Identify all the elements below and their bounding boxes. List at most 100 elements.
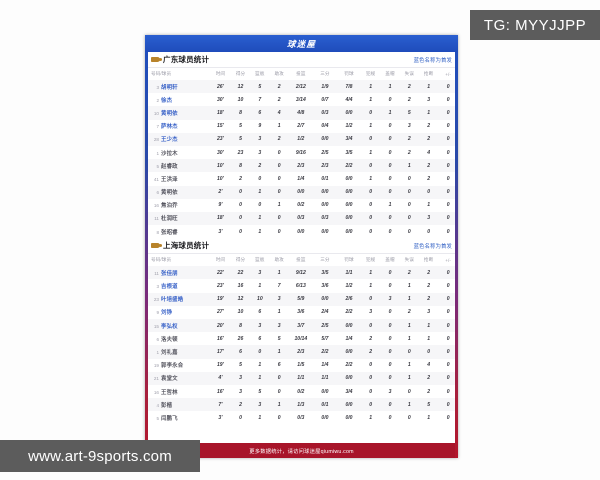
player-cell[interactable]: 19 郭李永合 (145, 359, 210, 372)
table-row[interactable]: 15 李弘权 20' 8 3 3 3/7 2/5 0/0 0 0 1 1 0 (145, 319, 458, 333)
column-header[interactable]: 三分 (312, 254, 337, 267)
column-header[interactable]: 时间 (209, 68, 231, 80)
player-cell[interactable]: 10 黄明依 (145, 106, 210, 119)
column-header[interactable]: 得分 (230, 254, 251, 267)
column-header[interactable]: 篮板 (250, 254, 270, 267)
player-cell[interactable]: 5 赵睿政 (145, 159, 210, 172)
player-name[interactable]: 张佳朋 (161, 270, 178, 277)
player-name[interactable]: 彭楷 (161, 402, 173, 409)
column-header[interactable]: 犯规 (361, 68, 381, 80)
table-row[interactable]: 5 赵睿政 10' 8 2 0 2/3 2/3 2/2 0 0 1 2 0 (145, 159, 458, 173)
player-cell[interactable]: 21 袁堂文 (145, 372, 210, 385)
table-row[interactable]: 23 叶培盛皓 19' 12 10 3 5/9 0/0 2/6 0 3 1 2 0 (145, 292, 458, 306)
player-name[interactable]: 焦泊乔 (161, 203, 178, 210)
column-header[interactable]: 助攻 (269, 254, 289, 267)
column-header[interactable]: 篮板 (250, 68, 270, 80)
table-row[interactable]: 28 王少杰 23' 5 3 2 1/2 0/0 3/4 0 0 2 2 0 (145, 132, 458, 146)
column-header[interactable]: 号码/球员 (145, 68, 210, 80)
column-header[interactable]: 助攻 (269, 68, 289, 80)
table-row[interactable]: 16 王哲林 16' 3 5 0 0/2 0/0 3/4 0 3 0 2 0 (145, 384, 458, 399)
column-header[interactable]: 失误 (399, 254, 419, 267)
player-cell[interactable]: 41 王洪泽 (145, 172, 210, 185)
player-name[interactable]: 刘礼嘉 (161, 349, 178, 356)
stat-cell-pm: 0 (446, 123, 450, 130)
player-cell[interactable]: 15 李弘权 (145, 319, 210, 332)
player-cell[interactable]: 11 杜润旺 (145, 212, 210, 225)
player-name[interactable]: 吉根道 (161, 284, 178, 291)
table-row[interactable]: 10 黄明依 18' 8 6 4 4/8 0/3 0/0 0 1 5 1 0 (145, 106, 458, 120)
player-cell[interactable]: 6 黄明依 (145, 186, 210, 199)
player-cell[interactable]: 4 彭楷 (145, 398, 210, 411)
player-name[interactable]: 郭李永合 (161, 363, 184, 370)
player-name[interactable]: 萨林杰 (161, 124, 178, 131)
player-name[interactable]: 张昭睿 (161, 229, 178, 236)
player-cell[interactable]: 23 叶培盛皓 (145, 293, 210, 306)
column-header[interactable]: 得分 (230, 68, 251, 80)
player-cell[interactable]: 1 刘礼嘉 (145, 345, 210, 358)
column-header[interactable]: +/- (438, 68, 458, 80)
column-header[interactable]: 三分 (312, 68, 337, 80)
table-row[interactable]: 3 吉根道 23' 16 1 7 6/13 3/6 1/2 1 0 1 2 0 (145, 279, 458, 293)
player-name[interactable]: 闫鹏飞 (161, 415, 178, 422)
column-header[interactable]: 罚球 (336, 68, 362, 80)
column-header[interactable]: 时间 (209, 254, 231, 267)
player-cell[interactable]: 2 徐杰 (145, 93, 210, 106)
player-name[interactable]: 王哲林 (161, 389, 178, 396)
column-header[interactable]: +/- (438, 254, 458, 267)
player-cell[interactable]: 3 吉根道 (145, 279, 210, 292)
player-name[interactable]: 黄明依 (161, 110, 178, 117)
column-header[interactable]: 犯规 (361, 254, 381, 267)
player-cell[interactable]: 7 萨林杰 (145, 120, 210, 133)
player-cell[interactable]: 28 王少杰 (145, 133, 210, 146)
table-row[interactable]: 19 郭李永合 19' 5 1 6 1/5 1/4 2/2 0 0 1 4 0 (145, 358, 458, 372)
column-header[interactable]: 号码/球员 (145, 254, 210, 267)
player-cell[interactable]: 16 王哲林 (145, 385, 210, 398)
player-cell[interactable]: 6 洛夫顿 (145, 332, 210, 345)
player-cell[interactable]: 3 胡明轩 (145, 80, 210, 93)
player-name[interactable]: 黄明依 (161, 190, 178, 197)
table-row[interactable]: 16 焦泊乔 9' 0 0 1 0/2 0/0 0/0 0 1 0 1 0 (145, 198, 458, 212)
player-name[interactable]: 袁堂文 (161, 376, 178, 383)
table-row[interactable]: 6 黄明依 2' 0 1 0 0/0 0/0 0/0 0 0 0 0 0 (145, 185, 458, 199)
column-header[interactable]: 抢断 (418, 68, 439, 80)
player-cell[interactable]: 16 焦泊乔 (145, 199, 210, 212)
player-cell[interactable]: 11 张佳朋 (145, 266, 210, 279)
table-row[interactable]: 9 刘铮 27' 10 6 1 3/6 2/4 2/2 3 0 2 3 0 (145, 305, 458, 319)
table-row[interactable]: 6 洛夫顿 16' 26 6 5 10/14 5/7 1/4 2 0 1 1 0 (145, 332, 458, 346)
table-row[interactable]: 1 沙拉木 30' 23 3 0 9/16 2/5 3/5 1 0 2 4 0 (145, 145, 458, 160)
player-cell[interactable]: 8 张昭睿 (145, 225, 210, 238)
player-name[interactable]: 赵睿政 (161, 163, 178, 170)
player-name[interactable]: 王洪泽 (161, 176, 178, 183)
player-name[interactable]: 杜润旺 (161, 216, 178, 223)
table-row[interactable]: 11 张佳朋 22' 22 3 1 9/12 3/5 1/1 1 0 2 2 0 (145, 266, 458, 280)
column-header[interactable]: 投篮 (288, 68, 313, 80)
watermark-telegram: TG: MYYJJPP (470, 10, 600, 40)
column-header[interactable]: 投篮 (288, 254, 313, 267)
column-header[interactable]: 盖帽 (380, 68, 400, 80)
table-row[interactable]: 8 张昭睿 3' 0 1 0 0/0 0/0 0/0 0 0 0 0 0 (145, 225, 458, 239)
table-row[interactable]: 3 胡明轩 26' 12 5 2 2/12 1/9 7/8 1 1 2 1 0 (145, 80, 458, 94)
table-row[interactable]: 7 萨林杰 15' 5 9 1 2/7 0/4 1/2 1 0 3 2 0 (145, 119, 458, 133)
player-name[interactable]: 刘铮 (161, 310, 173, 317)
player-cell[interactable]: 1 沙拉木 (145, 146, 210, 159)
player-name[interactable]: 李弘权 (161, 323, 178, 330)
table-row[interactable]: 21 袁堂文 4' 3 1 0 1/1 1/1 0/0 0 0 1 2 0 (145, 371, 458, 385)
player-name[interactable]: 徐杰 (161, 97, 173, 104)
table-row[interactable]: 11 杜润旺 18' 0 1 0 0/3 0/3 0/0 0 0 0 3 0 (145, 211, 458, 226)
column-header[interactable]: 抢断 (418, 254, 439, 267)
column-header[interactable]: 失误 (399, 68, 419, 80)
column-header[interactable]: 罚球 (336, 254, 362, 267)
player-cell[interactable]: 5 闫鹏飞 (145, 411, 210, 424)
table-row[interactable]: 1 刘礼嘉 17' 6 0 1 2/3 2/2 0/0 2 0 0 0 0 (145, 345, 458, 359)
table-row[interactable]: 5 闫鹏飞 3' 0 1 0 0/3 0/0 0/0 1 0 0 1 0 (145, 411, 458, 425)
player-name[interactable]: 王少杰 (161, 137, 178, 144)
table-row[interactable]: 4 彭楷 7' 2 3 1 1/3 0/1 0/0 0 0 1 5 0 (145, 398, 458, 412)
player-name[interactable]: 沙拉木 (161, 150, 178, 157)
table-row[interactable]: 2 徐杰 30' 10 7 2 3/14 0/7 4/4 1 0 2 3 0 (145, 93, 458, 107)
player-name[interactable]: 胡明轩 (161, 84, 178, 91)
player-cell[interactable]: 9 刘铮 (145, 306, 210, 319)
column-header[interactable]: 盖帽 (380, 254, 400, 267)
player-name[interactable]: 洛夫顿 (161, 336, 178, 343)
table-row[interactable]: 41 王洪泽 10' 2 0 0 1/4 0/1 0/0 1 0 0 2 0 (145, 172, 458, 186)
player-name[interactable]: 叶培盛皓 (161, 297, 184, 304)
